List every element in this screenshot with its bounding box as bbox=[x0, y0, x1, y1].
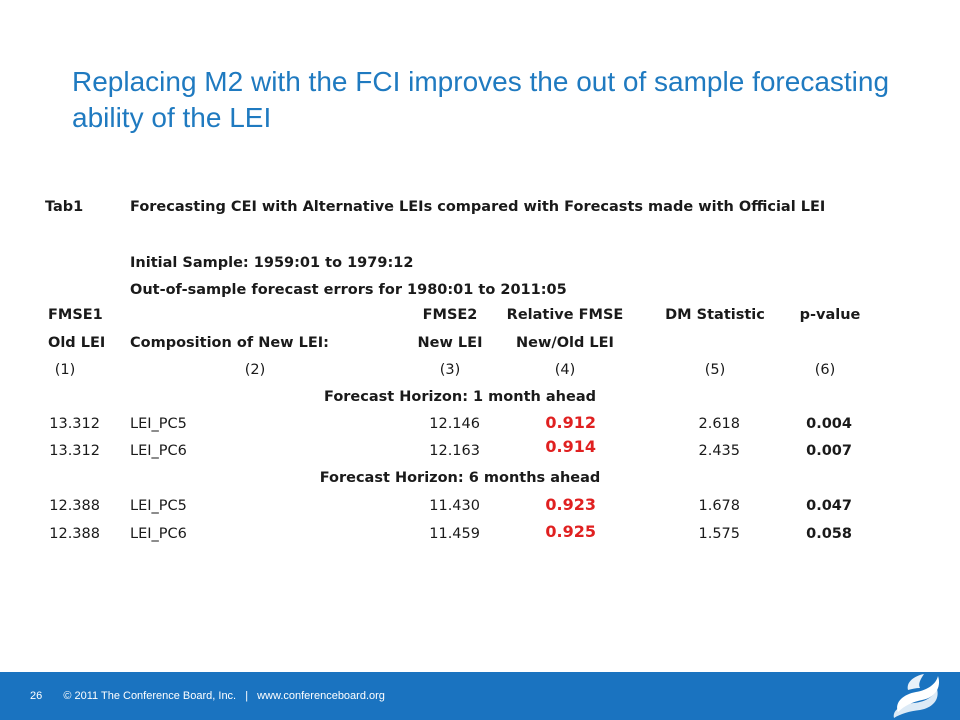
header-fmse2: FMSE2 bbox=[422, 307, 478, 323]
col-number-6: (6) bbox=[814, 362, 836, 378]
table-cell-dm-statistic: 2.435 bbox=[698, 443, 740, 459]
copyright-text: © 2011 The Conference Board, Inc. bbox=[63, 690, 237, 702]
header-dm-statistic: DM Statistic bbox=[665, 307, 765, 323]
forecast-table: Tab1 Forecasting CEI with Alternative LE… bbox=[45, 199, 861, 542]
table-cell-p-value: 0.007 bbox=[806, 443, 852, 459]
table-cell-dm-statistic: 2.618 bbox=[698, 416, 740, 432]
header-composition: Composition of New LEI: bbox=[130, 335, 329, 351]
out-of-sample-note: Out-of-sample forecast errors for 1980:0… bbox=[130, 282, 567, 298]
table-cell-relative-fmse: 0.923 bbox=[545, 495, 596, 514]
header-relative-fmse: Relative FMSE bbox=[506, 307, 624, 323]
table-cell-p-value: 0.047 bbox=[806, 498, 852, 514]
footer-bar: 26 © 2011 The Conference Board, Inc. | w… bbox=[0, 672, 960, 720]
table-cell-relative-fmse: 0.912 bbox=[545, 413, 596, 432]
table-cell-composition: LEI_PC5 bbox=[130, 498, 187, 514]
conference-board-flame-logo-icon bbox=[893, 674, 940, 718]
page-number: 26 bbox=[30, 690, 43, 702]
table-cell-p-value: 0.004 bbox=[806, 416, 852, 432]
table-cell-fmse2: 11.459 bbox=[429, 526, 480, 542]
footer-separator: | bbox=[245, 690, 249, 702]
table-cell-composition: LEI_PC6 bbox=[130, 526, 187, 542]
header-old-lei: Old LEI bbox=[48, 335, 106, 351]
col-number-3: (3) bbox=[439, 362, 461, 378]
table-cell-relative-fmse: 0.925 bbox=[545, 522, 596, 541]
horizon-1-heading: Forecast Horizon: 1 month ahead bbox=[324, 389, 596, 405]
table-caption: Forecasting CEI with Alternative LEIs co… bbox=[130, 199, 826, 215]
table-cell-fmse2: 12.146 bbox=[429, 416, 480, 432]
table-cell-dm-statistic: 1.575 bbox=[698, 526, 740, 542]
col-number-4: (4) bbox=[554, 362, 576, 378]
table-cell-composition: LEI_PC5 bbox=[130, 416, 187, 432]
table-cell-fmse1: 12.388 bbox=[49, 526, 100, 542]
horizon-2-heading: Forecast Horizon: 6 months ahead bbox=[319, 470, 601, 486]
table-cell-fmse2: 11.430 bbox=[429, 498, 480, 514]
table-cell-fmse2: 12.163 bbox=[429, 443, 480, 459]
table-cell-p-value: 0.058 bbox=[806, 526, 852, 542]
table-cell-composition: LEI_PC6 bbox=[130, 443, 187, 459]
header-new-lei: New LEI bbox=[417, 335, 483, 351]
col-number-2: (2) bbox=[244, 362, 266, 378]
col-number-5: (5) bbox=[704, 362, 726, 378]
initial-sample-note: Initial Sample: 1959:01 to 1979:12 bbox=[130, 255, 414, 271]
footer-text: 26 © 2011 The Conference Board, Inc. | w… bbox=[30, 690, 403, 702]
col-number-1: (1) bbox=[54, 362, 76, 378]
header-new-old-lei: New/Old LEI bbox=[516, 335, 614, 351]
table-cell-fmse1: 13.312 bbox=[49, 416, 100, 432]
header-p-value: p-value bbox=[799, 307, 861, 323]
slide-title: Replacing M2 with the FCI improves the o… bbox=[72, 66, 890, 133]
table-cell-fmse1: 13.312 bbox=[49, 443, 100, 459]
table-cell-fmse1: 12.388 bbox=[49, 498, 100, 514]
header-fmse1: FMSE1 bbox=[48, 307, 103, 323]
website-link[interactable]: www.conferenceboard.org bbox=[257, 690, 385, 702]
table-cell-dm-statistic: 1.678 bbox=[698, 498, 740, 514]
table-label: Tab1 bbox=[45, 199, 84, 215]
table-cell-relative-fmse: 0.914 bbox=[545, 437, 596, 456]
